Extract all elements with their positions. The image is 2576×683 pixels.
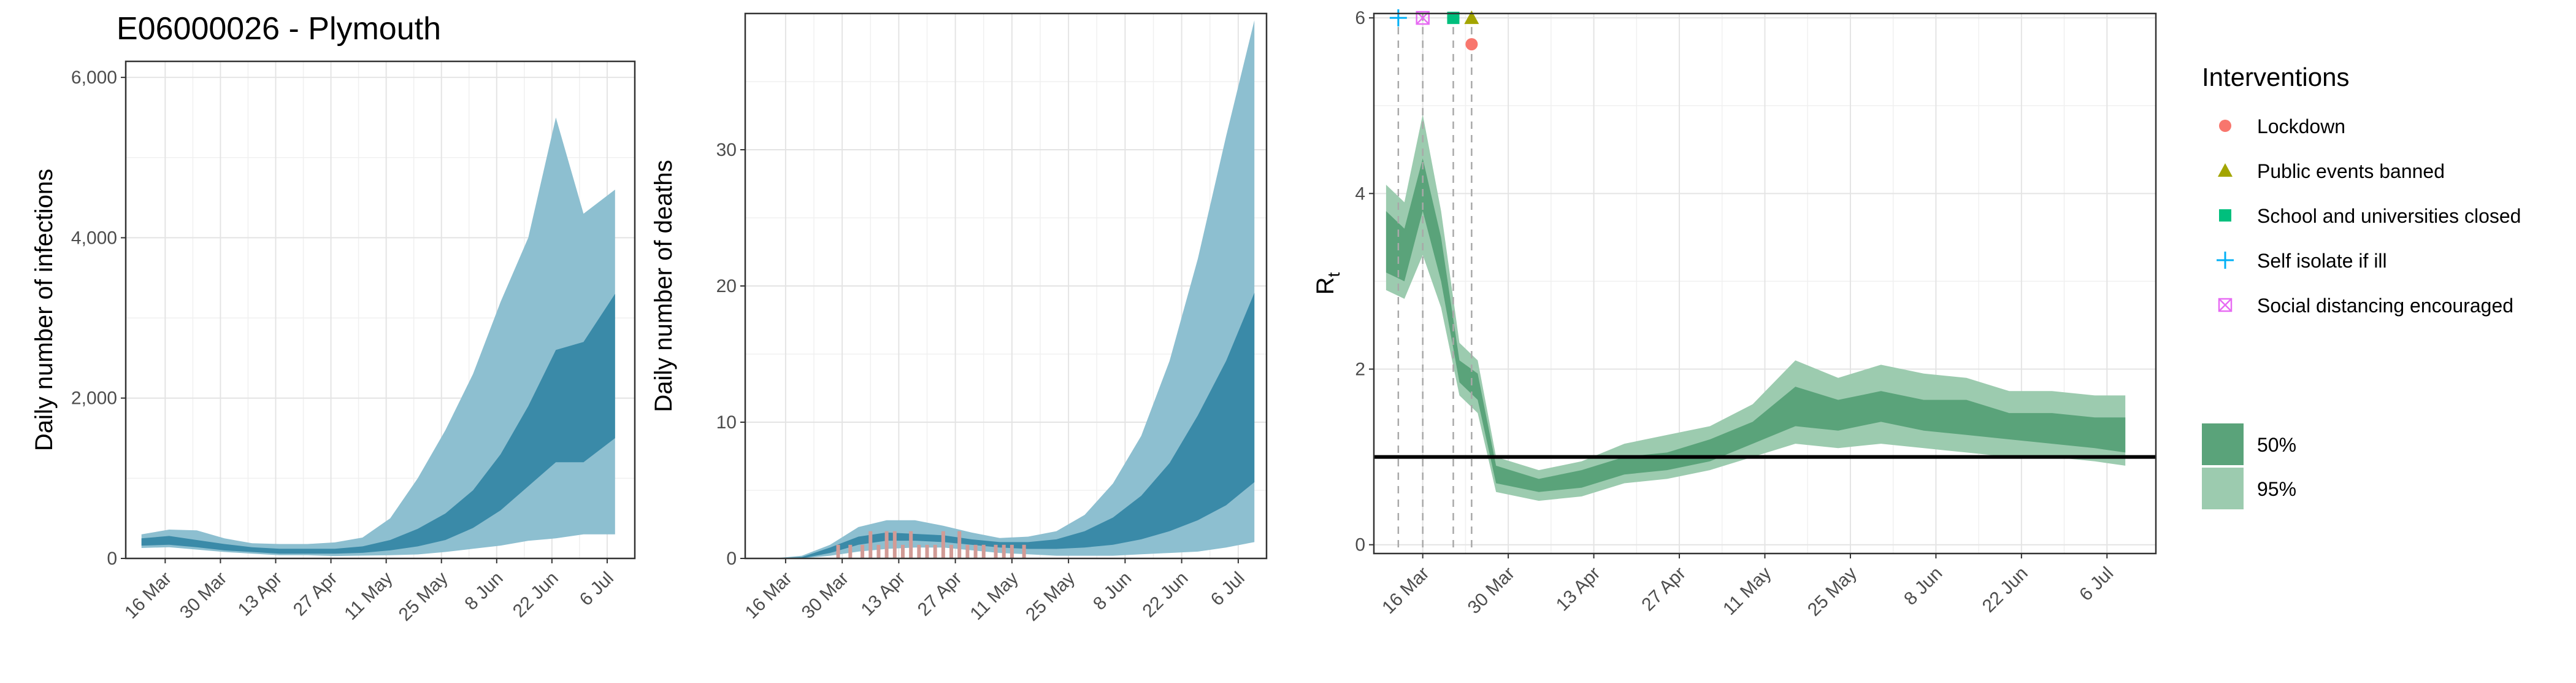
intervention-marker-plus <box>1389 9 1407 27</box>
deaths-panel: 16 Mar 30 Mar 13 Apr 27 Apr 11 May 25 May 8 Ju… <box>650 12 1268 625</box>
panel-border <box>1373 12 2157 555</box>
legend: Interventions Lockdown Public events banne… <box>2202 63 2521 509</box>
band-50 <box>141 293 615 554</box>
y-tick-label: 0 <box>1355 535 1365 555</box>
y-tick-label: 0 <box>726 549 737 569</box>
x-tick-label: 27 Apr <box>289 568 342 620</box>
x-tick-label: 13 Apr <box>234 568 286 620</box>
legend-label: School and universities closed <box>2257 205 2521 227</box>
death-bar <box>876 544 881 558</box>
x-tick-label: 27 Apr <box>914 568 966 620</box>
death-bar <box>848 544 853 558</box>
death-bar <box>1002 544 1006 558</box>
y-tick-label: 30 <box>716 140 737 160</box>
legend-key-square <box>2219 209 2231 222</box>
x-tick-label: 16 Mar <box>121 568 175 623</box>
x-tick-label: 8 Jun <box>1900 563 1946 609</box>
legend-key-band <box>2202 423 2244 465</box>
x-tick-label: 30 Mar <box>1464 563 1519 618</box>
x-tick-label: 30 Mar <box>176 568 231 623</box>
death-bar <box>994 544 998 558</box>
x-tick-label: 22 Jun <box>1979 563 2032 617</box>
legend-label: Self isolate if ill <box>2257 250 2387 272</box>
x-tick-label: 8 Jun <box>461 568 507 614</box>
band-95 <box>141 117 615 557</box>
death-bar <box>949 544 954 558</box>
y-tick-label: 4 <box>1355 183 1365 204</box>
y-axis-label: Daily number of infections <box>31 169 58 451</box>
legend-key-triangle <box>2218 163 2233 177</box>
death-bar <box>981 544 986 558</box>
x-tick-label: 16 Mar <box>741 568 795 623</box>
legend-key-square-x <box>2218 298 2233 312</box>
y-tick-label: 4,000 <box>71 228 117 248</box>
x-tick-label: 13 Apr <box>1552 563 1604 615</box>
band-50 <box>1386 158 2126 492</box>
death-bar <box>900 544 905 558</box>
legend-label: Social distancing encouraged <box>2257 295 2513 317</box>
intervention-marker-triangle <box>1464 10 1479 25</box>
x-tick-label: 6 Jul <box>1207 568 1249 610</box>
x-tick-label: 22 Jun <box>1139 568 1192 622</box>
death-bar <box>917 544 921 558</box>
legend-label: Lockdown <box>2257 115 2345 137</box>
legend-label: 50% <box>2257 434 2296 456</box>
x-tick-label: 11 May <box>340 568 396 624</box>
x-tick-label: 25 May <box>1804 563 1861 620</box>
death-bar <box>836 544 840 558</box>
y-tick-label: 2 <box>1355 360 1365 380</box>
chart-title: E06000026 - Plymouth <box>117 11 441 47</box>
legend-label: Public events banned <box>2257 160 2445 182</box>
death-bar <box>957 531 962 558</box>
x-tick-label: 13 Apr <box>857 568 910 620</box>
death-bar <box>892 531 897 558</box>
x-tick-label: 11 May <box>967 568 1022 624</box>
legend-key-circle <box>2219 120 2231 132</box>
x-tick-label: 27 Apr <box>1638 563 1690 615</box>
x-tick-label: 6 Jul <box>576 568 618 610</box>
death-bar <box>909 531 913 558</box>
x-tick-label: 25 May <box>395 568 452 625</box>
x-tick-label: 6 Jul <box>2076 563 2117 605</box>
y-tick-label: 6 <box>1355 8 1365 28</box>
panel-border <box>125 60 636 560</box>
y-axis-label: Daily number of deaths <box>650 160 677 412</box>
death-bar <box>973 544 978 558</box>
x-tick-label: 16 Mar <box>1378 563 1433 618</box>
death-bar <box>868 531 873 558</box>
y-tick-label: 2,000 <box>71 388 117 409</box>
y-tick-label: 6,000 <box>71 68 117 88</box>
intervention-marker-square <box>1447 12 1460 25</box>
x-tick-label: 25 May <box>1022 568 1079 625</box>
y-tick-label: 10 <box>716 412 737 433</box>
x-tick-label: 8 Jun <box>1089 568 1135 614</box>
y-axis-label: Rt <box>1312 272 1343 295</box>
x-tick-label: 11 May <box>1719 563 1775 619</box>
legend-key-band <box>2202 468 2244 509</box>
x-tick-label: 30 Mar <box>798 568 853 623</box>
death-bar <box>941 531 945 558</box>
y-tick-label: 20 <box>716 276 737 296</box>
death-bar <box>1010 544 1014 558</box>
intervention-marker-circle <box>1465 38 1478 51</box>
death-bar <box>884 531 889 558</box>
death-bar <box>925 544 929 558</box>
legend-label: 95% <box>2257 478 2296 500</box>
death-bar <box>933 544 937 558</box>
rt-panel: 16 Mar 30 Mar 13 Apr 27 Apr 11 May 25 May 8 Ju… <box>1312 8 2157 620</box>
death-bar <box>861 544 865 558</box>
death-bar <box>965 544 970 558</box>
panel-border <box>744 12 1268 560</box>
legend-key-plus <box>2217 252 2234 269</box>
legend-title: Interventions <box>2202 63 2349 91</box>
y-tick-label: 0 <box>107 549 117 569</box>
death-bar <box>1022 544 1026 558</box>
x-tick-label: 22 Jun <box>509 568 562 622</box>
